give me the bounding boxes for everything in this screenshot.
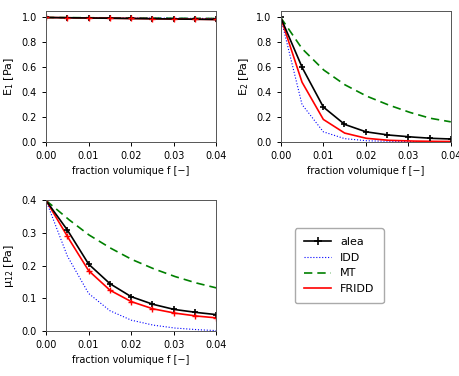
X-axis label: fraction volumique f [−]: fraction volumique f [−] — [72, 355, 189, 365]
X-axis label: fraction volumique f [−]: fraction volumique f [−] — [307, 166, 424, 176]
Y-axis label: E$_2$ [Pa]: E$_2$ [Pa] — [236, 57, 250, 96]
Legend: alea, IDD, MT, FRIDD: alea, IDD, MT, FRIDD — [294, 229, 383, 303]
Y-axis label: E$_1$ [Pa]: E$_1$ [Pa] — [2, 57, 16, 96]
X-axis label: fraction volumique f [−]: fraction volumique f [−] — [72, 166, 189, 176]
Y-axis label: μ$_{12}$ [Pa]: μ$_{12}$ [Pa] — [2, 244, 16, 288]
